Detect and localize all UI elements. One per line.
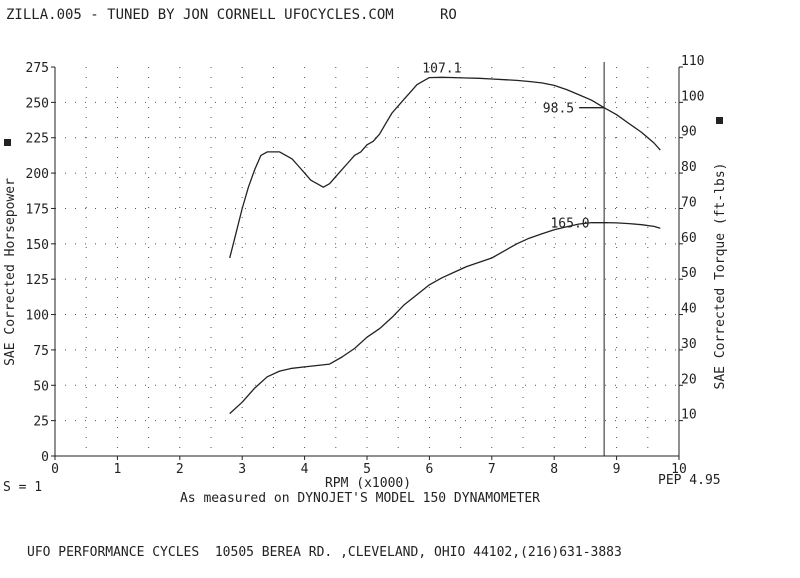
y-left-tick-label: 50	[33, 379, 49, 394]
pep-label: PEP 4.95	[658, 473, 721, 488]
grid-layer	[55, 67, 679, 456]
y-left-tick-label: 225	[26, 132, 49, 147]
y-right-tick-label: 20	[681, 372, 697, 387]
y-left-tick-label: 100	[26, 309, 49, 324]
y-right-tick-label: 40	[681, 302, 697, 317]
y-left-tick-label: 150	[26, 238, 49, 253]
y-left-tick-label: 250	[26, 96, 49, 111]
x-tick-label: 5	[363, 462, 371, 477]
y-right-tick-label: 60	[681, 231, 697, 246]
y-right-tick-label: 70	[681, 195, 697, 210]
x-tick-label: 3	[238, 462, 246, 477]
x-tick-label: 7	[488, 462, 496, 477]
x-tick-label: 0	[51, 462, 59, 477]
annotation-label: 107.1	[422, 61, 461, 76]
shop-address: UFO PERFORMANCE CYCLES 10505 BEREA RD. ,…	[27, 545, 622, 560]
y-right-tick-label: 30	[681, 337, 697, 352]
x-tick-label: 4	[301, 462, 309, 477]
right-axis-marker	[716, 117, 723, 124]
series-layer	[229, 76, 661, 415]
left-axis-marker	[4, 139, 11, 146]
y-right-tick-label: 10	[681, 408, 697, 423]
x-tick-label: 2	[176, 462, 184, 477]
y-left-tick-label: 200	[26, 167, 49, 182]
x-axis-label: RPM (x1000)	[325, 476, 411, 491]
annotation-layer: 107.1 98.5 165.0	[422, 61, 608, 232]
y-left-tick-label: 75	[33, 344, 49, 359]
y-right-tick-label: 90	[681, 125, 697, 140]
x-tick-label: 8	[550, 462, 558, 477]
y-right-tick-label: 80	[681, 160, 697, 175]
y-right-tick-label: 50	[681, 266, 697, 281]
y-right-tick-label: 110	[681, 54, 704, 69]
torque-line	[229, 76, 661, 259]
x-tick-label: 9	[613, 462, 621, 477]
y-left-tick-label: 0	[41, 450, 49, 465]
y-left-tick-label: 275	[26, 61, 49, 76]
y-left-tick-label: 125	[26, 273, 49, 288]
run-code: RO	[440, 7, 457, 23]
measured-by-label: As measured on DYNOJET'S MODEL 150 DYNAM…	[180, 491, 540, 506]
axes-layer	[54, 62, 680, 457]
annotation-label: 165.0	[550, 217, 589, 232]
tick-layer: 0 1 2 3 4 5 6 7 8 9 100255075100125150175200225250…	[26, 54, 705, 477]
x-tick-label: 10	[671, 462, 687, 477]
x-tick-label: 6	[425, 462, 433, 477]
left-axis-label: SAE Corrected Horsepower	[3, 178, 18, 366]
chart-title: ZILLA.005 - TUNED BY JON CORNELL UFOCYCL…	[6, 7, 394, 23]
right-axis-label: SAE Corrected Torque (ft-lbs)	[713, 163, 728, 390]
y-right-tick-label: 100	[681, 89, 704, 104]
annotation-label: 98.5	[543, 102, 574, 117]
smoothing-label: S = 1	[3, 480, 42, 495]
y-left-tick-label: 25	[33, 415, 49, 430]
x-tick-label: 1	[113, 462, 121, 477]
y-left-tick-label: 175	[26, 202, 49, 217]
